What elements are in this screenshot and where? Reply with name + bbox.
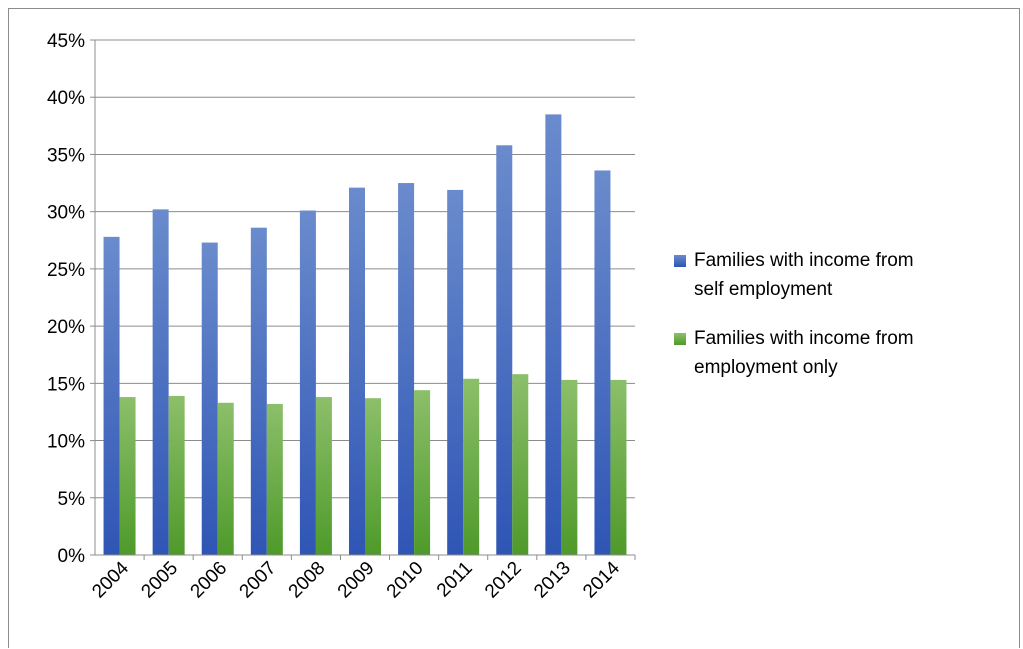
bar-self-employment-2011: [447, 189, 464, 555]
y-tick-label: 5%: [58, 489, 86, 510]
y-tick-label: 20%: [47, 317, 85, 338]
bar-employment-only-2006: [217, 402, 234, 555]
x-tick-label: 2008: [285, 558, 330, 603]
x-tick-label: 2011: [433, 558, 477, 602]
x-tick-label: 2014: [579, 557, 624, 602]
x-tick-label: 2013: [530, 558, 575, 603]
legend-label: Families with income from self employment: [694, 250, 914, 300]
bar-employment-only-2010: [414, 390, 431, 555]
x-tick-label: 2004: [88, 557, 133, 602]
y-tick-label: 25%: [47, 260, 85, 281]
legend-swatch: [674, 255, 686, 267]
chart-frame: 0% 5% 10% 15% 20% 25% 30% 35% 40% 45% 2004 2005 200…: [8, 8, 1020, 648]
bar-self-employment-2012: [496, 145, 513, 556]
bar-employment-only-2008: [315, 397, 332, 555]
y-tick-label: 15%: [47, 374, 85, 395]
x-axis-tick-labels: 2004 2005 2006 2007 2008 2009 2010 2011 2012 2013…: [88, 557, 624, 602]
bar-self-employment-2006: [201, 242, 218, 556]
bar-employment-only-2005: [168, 395, 185, 555]
legend-label: Families with income from employment only: [694, 328, 914, 378]
x-tick-label: 2010: [383, 558, 428, 603]
x-tick-label: 2005: [137, 558, 182, 603]
x-tick-label: 2012: [481, 558, 526, 603]
y-tick-label: 10%: [47, 432, 85, 453]
bar-employment-only-2009: [365, 398, 381, 555]
y-tick-label: 45%: [47, 31, 85, 52]
bar-self-employment-2008: [299, 210, 316, 555]
bar-self-employment-2014: [594, 170, 611, 555]
bar-employment-only-2004: [119, 397, 136, 555]
bar-employment-only-2013: [561, 379, 578, 555]
bar-employment-only-2012: [512, 374, 529, 555]
bar-self-employment-2009: [349, 187, 365, 555]
x-tick-label: 2006: [187, 558, 232, 603]
y-tick-label: 30%: [47, 203, 85, 224]
legend: Families with income from self employment…: [674, 250, 914, 378]
axes: [90, 39, 636, 560]
bar-self-employment-2004: [103, 236, 120, 555]
y-tick-label: 40%: [47, 88, 85, 109]
bar-self-employment-2013: [545, 114, 562, 555]
bar-employment-only-2007: [266, 403, 283, 555]
bar-self-employment-2010: [398, 183, 415, 556]
bar-self-employment-2005: [152, 209, 169, 555]
bar-chart: 0%5%10%15%20%25%30%35%40%45% 2004 2005 200…: [47, 31, 914, 602]
x-tick-label: 2009: [334, 558, 379, 603]
x-tick-label: 2007: [236, 558, 281, 603]
bar-employment-only-2011: [463, 378, 480, 555]
y-tick-label: 35%: [47, 145, 85, 166]
bars: [103, 114, 627, 556]
y-tick-label: 0%: [58, 546, 86, 567]
y-axis-tick-labels: 0% 5% 10% 15% 20% 25% 30% 35% 40% 45%: [47, 31, 85, 567]
legend-swatch: [674, 333, 686, 345]
bar-employment-only-2014: [610, 379, 627, 555]
bar-self-employment-2007: [250, 227, 267, 555]
